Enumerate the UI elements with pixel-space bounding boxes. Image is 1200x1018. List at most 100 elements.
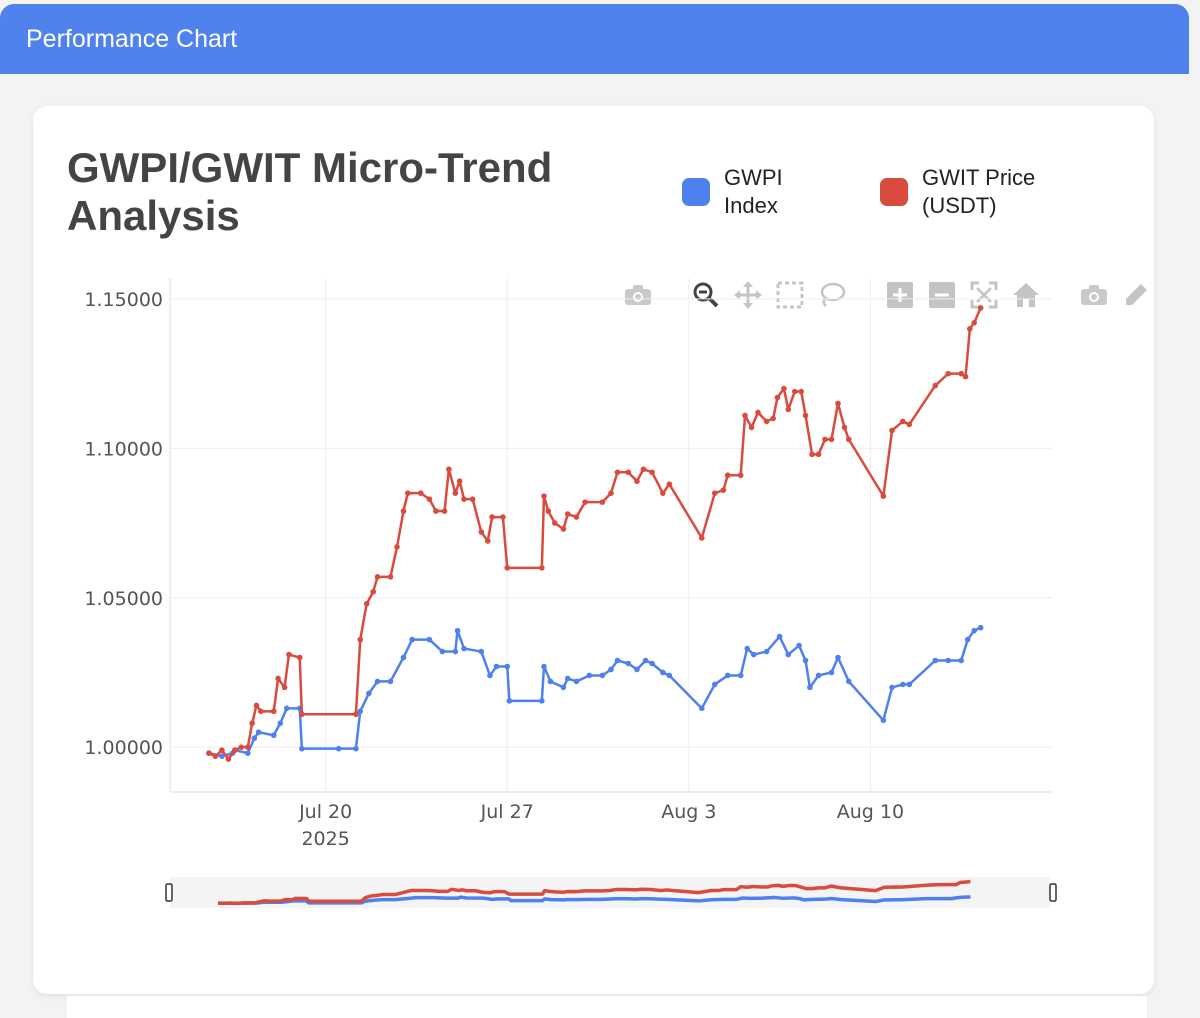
data-point[interactable] — [487, 672, 493, 679]
data-point[interactable] — [614, 469, 621, 476]
data-point[interactable] — [634, 666, 640, 673]
data-point[interactable] — [815, 672, 822, 679]
data-point[interactable] — [582, 499, 588, 505]
range-slider-handle-left[interactable] — [165, 883, 173, 902]
data-point[interactable] — [845, 436, 852, 443]
data-point[interactable] — [286, 651, 292, 658]
data-point[interactable] — [599, 499, 606, 505]
data-point[interactable] — [452, 648, 459, 655]
data-point[interactable] — [564, 511, 571, 517]
data-point[interactable] — [763, 648, 770, 655]
series-line-1[interactable] — [208, 307, 982, 761]
data-point[interactable] — [446, 466, 452, 473]
data-point[interactable] — [785, 651, 792, 658]
data-point[interactable] — [206, 750, 212, 756]
data-point[interactable] — [642, 657, 649, 664]
data-point[interactable] — [400, 508, 407, 514]
data-point[interactable] — [489, 514, 495, 520]
data-point[interactable] — [828, 669, 835, 676]
data-point[interactable] — [539, 698, 545, 704]
data-point[interactable] — [614, 657, 621, 664]
data-point[interactable] — [404, 490, 411, 496]
data-point[interactable] — [698, 705, 705, 712]
data-point[interactable] — [374, 678, 381, 685]
data-point[interactable] — [374, 574, 381, 580]
data-point[interactable] — [270, 708, 277, 715]
data-point[interactable] — [232, 747, 238, 753]
data-point[interactable] — [666, 481, 673, 487]
data-point[interactable] — [660, 669, 666, 676]
data-point[interactable] — [296, 654, 303, 661]
zoom-in-icon[interactable] — [885, 280, 915, 310]
data-point[interactable] — [724, 672, 731, 679]
data-point[interactable] — [967, 326, 973, 332]
data-point[interactable] — [945, 657, 952, 664]
data-point[interactable] — [564, 675, 571, 682]
data-point[interactable] — [776, 633, 783, 640]
data-point[interactable] — [822, 436, 828, 443]
legend-item-gwpi[interactable]: GWPI Index — [682, 164, 804, 220]
data-point[interactable] — [426, 636, 433, 643]
data-point[interactable] — [219, 747, 225, 753]
data-point[interactable] — [541, 493, 547, 499]
data-point[interactable] — [560, 526, 567, 532]
data-point[interactable] — [539, 565, 545, 571]
data-point[interactable] — [353, 711, 359, 718]
zoom-out-icon[interactable] — [927, 280, 957, 310]
data-point[interactable] — [711, 490, 718, 496]
data-point[interactable] — [283, 705, 290, 712]
data-point[interactable] — [257, 708, 264, 715]
data-point[interactable] — [750, 651, 757, 658]
data-point[interactable] — [441, 508, 448, 514]
data-point[interactable] — [802, 412, 809, 419]
data-point[interactable] — [742, 412, 748, 419]
data-point[interactable] — [504, 663, 511, 670]
data-point[interactable] — [439, 648, 446, 655]
data-point[interactable] — [478, 529, 485, 535]
data-point[interactable] — [711, 681, 718, 688]
data-point[interactable] — [212, 753, 219, 759]
data-point[interactable] — [219, 753, 225, 759]
data-point[interactable] — [977, 305, 984, 311]
data-point[interactable] — [456, 478, 463, 485]
data-point[interactable] — [666, 672, 673, 679]
data-point[interactable] — [547, 678, 554, 685]
data-point[interactable] — [625, 469, 632, 476]
data-point[interactable] — [245, 750, 251, 756]
data-point[interactable] — [724, 472, 731, 479]
data-point[interactable] — [815, 451, 822, 458]
data-point[interactable] — [625, 660, 632, 667]
range-slider-background[interactable] — [170, 877, 1050, 908]
data-point[interactable] — [586, 672, 593, 679]
range-slider-handle-right[interactable] — [1049, 883, 1057, 902]
data-point[interactable] — [608, 666, 614, 673]
data-point[interactable] — [889, 427, 895, 434]
data-point[interactable] — [426, 496, 433, 502]
data-point[interactable] — [828, 436, 835, 443]
pan-icon[interactable] — [733, 280, 763, 310]
data-point[interactable] — [977, 624, 984, 631]
data-point[interactable] — [945, 370, 952, 377]
data-point[interactable] — [461, 496, 467, 502]
data-point[interactable] — [634, 478, 640, 485]
data-point[interactable] — [958, 370, 965, 377]
legend-item-gwit[interactable]: GWIT Price (USDT) — [880, 164, 1047, 220]
data-point[interactable] — [770, 415, 776, 422]
data-point[interactable] — [835, 654, 841, 661]
data-point[interactable] — [357, 636, 364, 643]
data-point[interactable] — [932, 657, 939, 664]
data-point[interactable] — [802, 657, 809, 664]
data-point[interactable] — [277, 720, 284, 727]
data-point[interactable] — [478, 648, 485, 655]
data-point[interactable] — [363, 600, 370, 607]
data-point[interactable] — [270, 732, 277, 739]
box-select-icon[interactable] — [775, 280, 805, 310]
data-point[interactable] — [880, 493, 887, 499]
data-point[interactable] — [649, 469, 655, 476]
data-point[interactable] — [798, 388, 805, 395]
reset-axes-icon[interactable] — [1011, 280, 1041, 310]
edit-icon[interactable] — [1121, 280, 1151, 310]
data-point[interactable] — [599, 672, 606, 679]
data-point[interactable] — [809, 451, 815, 458]
data-point[interactable] — [608, 490, 614, 496]
